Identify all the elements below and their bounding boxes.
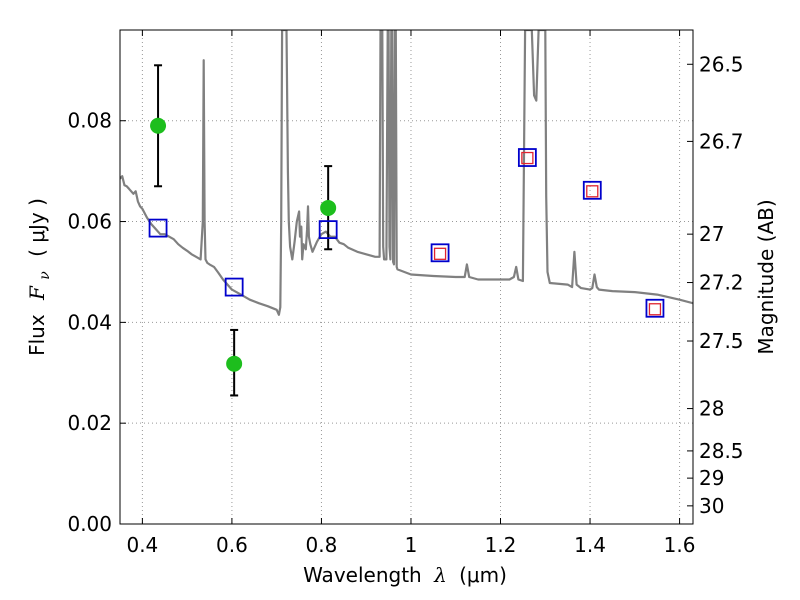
- x-tick-label: 0.4: [126, 533, 158, 557]
- nir-square-point: [433, 247, 447, 260]
- y2-tick-label: 26.7: [699, 129, 744, 153]
- x-tick-label: 1: [405, 533, 418, 557]
- y2-tick-label: 28: [699, 397, 724, 421]
- grid-lines: [120, 30, 693, 524]
- model-spectrum-line: [120, 30, 693, 316]
- x-tick-label: 1.4: [574, 533, 606, 557]
- y-tick-label: 0.04: [67, 310, 112, 334]
- x-axis-label-text: Wavelength: [303, 563, 422, 587]
- observed-point: [320, 199, 337, 216]
- model-square-point: [148, 218, 168, 238]
- x-tick-label: 0.8: [306, 533, 338, 557]
- y2-tick-label: 29: [699, 466, 724, 490]
- y2-tick-label: 30: [699, 494, 724, 518]
- x-tick-label: 0.6: [216, 533, 248, 557]
- y-tick-label: 0.00: [67, 512, 112, 536]
- y2-tick-label: 27.2: [699, 271, 744, 295]
- x-axis-label: Wavelength λ (μm): [303, 563, 507, 587]
- model-square-point: [517, 148, 537, 167]
- nir-square-point: [521, 151, 534, 165]
- x-tick-label: 1.2: [485, 533, 517, 557]
- y-axis-label-unit: ( μJy ): [25, 198, 49, 257]
- y-axis-label: Flux F ν ( μJy ): [25, 198, 54, 356]
- y-axis-ticks: 0.00 0.02 0.04 0.06 0.08: [67, 109, 126, 536]
- y2-tick-label: 28.5: [699, 439, 744, 463]
- y-axis-label-subscript: ν: [37, 271, 53, 280]
- model-square-point: [224, 277, 244, 297]
- observed-point: [226, 355, 243, 372]
- y-tick-label: 0.08: [67, 109, 112, 133]
- y2-tick-label: 27: [699, 222, 724, 246]
- y2-axis-label: Magnitude (AB): [754, 199, 778, 354]
- plot-frame: [119, 29, 694, 525]
- y-axis-label-text: Flux: [25, 314, 49, 356]
- model-square-point: [645, 298, 665, 318]
- spectrum-layer: [120, 30, 693, 316]
- y-axis-label-symbol: F: [25, 285, 49, 301]
- y-tick-label: 0.06: [67, 210, 112, 234]
- y2-tick-label: 26.5: [699, 52, 744, 76]
- observed-point: [150, 117, 167, 134]
- nir-square-point: [648, 303, 662, 316]
- model-square-point: [318, 220, 338, 240]
- x-axis-label-unit: (μm): [459, 563, 507, 587]
- model-square-point: [582, 180, 602, 200]
- y2-axis-ticks: 26.5 26.7 27 27.2 27.5 28 28.5 29 30: [687, 52, 744, 518]
- y2-tick-label: 27.5: [699, 329, 744, 353]
- x-axis-ticks: 0.4 0.6 0.8 1 1.2 1.4 1.6: [126, 30, 695, 557]
- x-tick-label: 1.6: [664, 533, 696, 557]
- x-axis-label-symbol: λ: [433, 563, 447, 587]
- nir-square-point: [586, 185, 599, 198]
- data-points-layer: [148, 64, 665, 397]
- y-tick-label: 0.02: [67, 411, 112, 435]
- model-square-point: [430, 243, 450, 263]
